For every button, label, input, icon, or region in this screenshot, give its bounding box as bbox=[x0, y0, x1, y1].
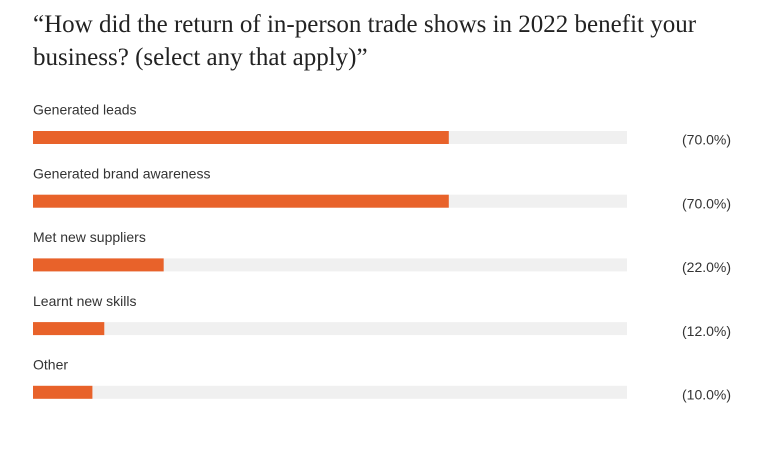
bar-track bbox=[33, 322, 627, 336]
bar bbox=[33, 131, 449, 144]
value-label: (70.0%) bbox=[682, 195, 731, 211]
category-label: Generated brand awareness bbox=[33, 165, 210, 181]
category-label: Learnt new skills bbox=[33, 293, 137, 309]
category-label: Met new suppliers bbox=[33, 229, 146, 245]
value-label: (12.0%) bbox=[682, 323, 731, 339]
category-label: Generated leads bbox=[33, 102, 137, 118]
category-label: Other bbox=[33, 357, 68, 373]
value-label: (10.0%) bbox=[682, 387, 731, 403]
bar-track bbox=[33, 258, 627, 272]
chart-title: “How did the return of in-person trade s… bbox=[33, 11, 697, 71]
bar bbox=[33, 385, 93, 399]
value-label: (22.0%) bbox=[682, 259, 731, 275]
value-label: (70.0%) bbox=[682, 132, 731, 148]
bar-track bbox=[33, 385, 627, 399]
bar bbox=[33, 322, 105, 336]
bar bbox=[33, 258, 164, 272]
bar bbox=[33, 194, 449, 208]
